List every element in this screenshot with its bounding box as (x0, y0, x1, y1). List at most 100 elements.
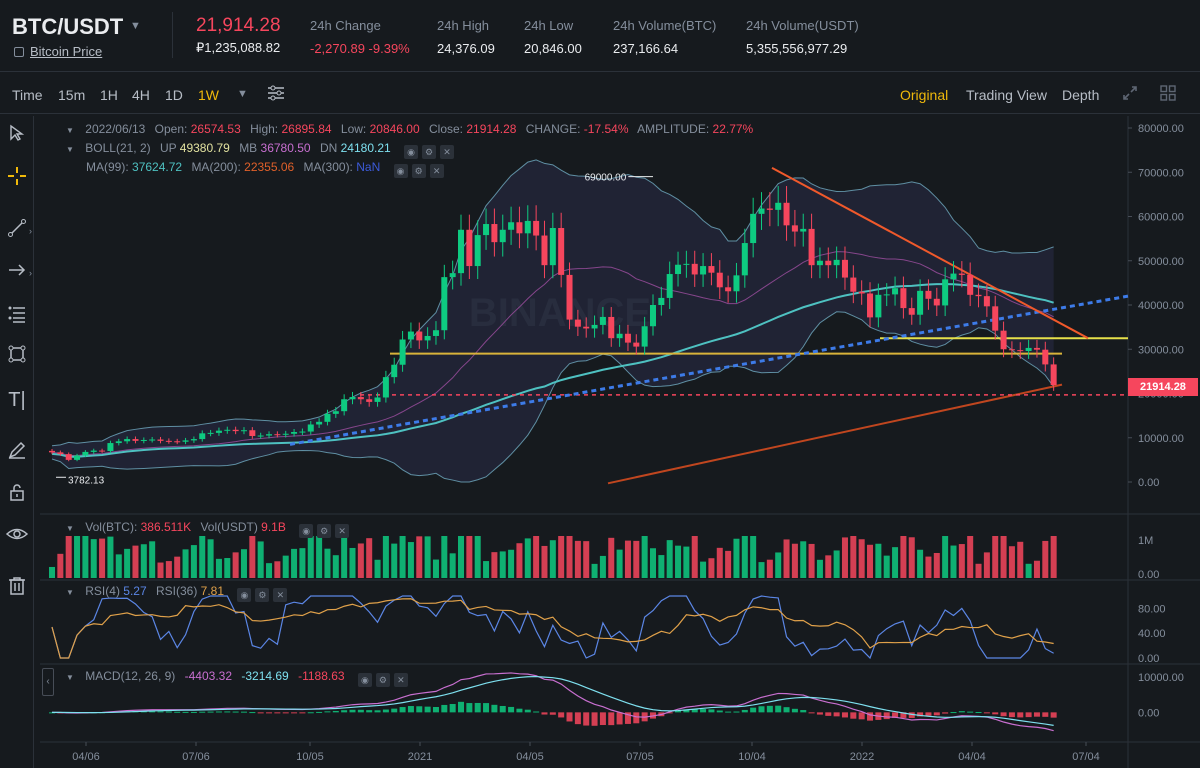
macd-histogram-bar (833, 712, 840, 717)
shape-tool-icon[interactable] (5, 344, 29, 368)
settings-gear-icon[interactable]: ⚙ (255, 588, 270, 602)
candle-body (983, 296, 990, 307)
macd-histogram-bar (349, 709, 356, 713)
volume-bar (516, 543, 523, 578)
macd-hist: -1188.63 (298, 669, 345, 683)
close-icon[interactable]: ✕ (393, 673, 408, 687)
candle-body (616, 333, 623, 339)
brush-tool-icon[interactable] (5, 440, 29, 464)
candle-body (399, 339, 406, 365)
hide-indicator-icon[interactable]: ◉ (393, 164, 408, 178)
legend-amplitude-label: AMPLITUDE: (637, 122, 710, 136)
tab-4h[interactable]: 4H (132, 87, 150, 103)
volume-bar (391, 543, 398, 578)
collapse-triangle-icon[interactable]: ▼ (66, 524, 74, 533)
kline-chart[interactable]: 80000.00 70000.00 60000.00 50000.00 40000.00… (40, 116, 1200, 768)
expand-arrow-icon[interactable]: › (29, 268, 32, 278)
close-icon[interactable]: ✕ (440, 145, 455, 159)
cursor-icon[interactable] (5, 124, 29, 148)
price-axis-label: 40000.00 (1138, 300, 1184, 312)
candle-body (942, 279, 949, 306)
pair-dropdown-icon[interactable]: ▼ (130, 20, 141, 32)
candle-body (933, 298, 940, 306)
collapse-triangle-icon[interactable]: ▼ (66, 588, 74, 597)
volume-bar (1033, 560, 1040, 578)
macd-histogram-bar (1025, 712, 1032, 718)
view-depth[interactable]: Depth (1062, 87, 1100, 103)
time-axis-label: 07/06 (182, 751, 210, 763)
volume-bar (132, 545, 139, 578)
macd-histogram-bar (741, 709, 748, 713)
candle-body (1050, 364, 1057, 386)
expand-arrow-icon[interactable]: › (29, 226, 32, 236)
fullscreen-icon[interactable] (1122, 85, 1138, 106)
candle-body (566, 274, 573, 320)
trendline-tool-icon[interactable] (5, 218, 29, 242)
boll-upper-line (51, 159, 1054, 447)
view-trading-view[interactable]: Trading View (966, 87, 1047, 103)
volume-bar (875, 543, 882, 578)
hide-indicator-icon[interactable]: ◉ (299, 524, 314, 538)
timeframe-dropdown-icon[interactable]: ▼ (237, 88, 248, 100)
candle-body (908, 308, 915, 315)
lock-icon[interactable] (5, 482, 29, 506)
candle-body (850, 277, 857, 292)
indicator-settings-icon[interactable] (267, 85, 285, 106)
coin-link-label: Bitcoin Price (30, 44, 103, 59)
candle-body (591, 324, 598, 329)
candle-body (633, 342, 640, 347)
tab-15m[interactable]: 15m (58, 87, 86, 103)
close-icon[interactable]: ✕ (335, 524, 350, 538)
tab-time[interactable]: Time (12, 87, 43, 103)
macd-histogram-bar (432, 707, 439, 713)
volume-bar (432, 559, 439, 578)
macd-histogram-bar (858, 712, 865, 720)
ray-tool-icon[interactable] (5, 260, 29, 284)
settings-gear-icon[interactable]: ⚙ (422, 145, 437, 159)
candle-body (900, 288, 907, 309)
macd-histogram-bar (666, 712, 673, 714)
candle-body (549, 228, 556, 266)
close-icon[interactable]: ✕ (273, 588, 288, 602)
settings-gear-icon[interactable]: ⚙ (375, 673, 390, 687)
volume-bar (491, 552, 498, 578)
collapse-triangle-icon[interactable]: ▼ (66, 126, 74, 135)
macd-signal-line (51, 675, 1054, 726)
tab-1h[interactable]: 1H (100, 87, 118, 103)
candle-body (658, 297, 665, 305)
trash-icon[interactable] (5, 576, 29, 600)
stat-label: 24h Change (310, 18, 381, 33)
collapse-panel-icon[interactable]: ‹ (42, 668, 54, 696)
settings-gear-icon[interactable]: ⚙ (411, 164, 426, 178)
macd-histogram-bar (967, 711, 974, 713)
collapse-triangle-icon[interactable]: ▼ (66, 673, 74, 682)
volume-bar (733, 538, 740, 578)
crosshair-icon[interactable] (5, 166, 29, 190)
volume-bar (958, 544, 965, 578)
text-tool-icon[interactable]: T| (8, 389, 26, 411)
hide-indicator-icon[interactable]: ◉ (357, 673, 372, 687)
eye-icon[interactable] (5, 524, 29, 548)
volume-legend: ▼ Vol(BTC): 386.511K Vol(USDT) 9.1B ◉ ⚙ ✕ (66, 520, 350, 538)
macd-histogram-bar (1042, 712, 1049, 717)
hide-indicator-icon[interactable]: ◉ (404, 145, 419, 159)
coin-info-link[interactable]: Bitcoin Price (14, 44, 102, 59)
macd-histogram-bar (324, 711, 331, 713)
collapse-triangle-icon[interactable]: ▼ (66, 145, 74, 154)
chart-canvas[interactable]: 80000.00 70000.00 60000.00 50000.00 40000.00… (40, 116, 1200, 768)
layout-grid-icon[interactable] (1160, 85, 1176, 106)
hide-indicator-icon[interactable]: ◉ (237, 588, 252, 602)
settings-gear-icon[interactable]: ⚙ (317, 524, 332, 538)
tab-1d[interactable]: 1D (165, 87, 183, 103)
view-original[interactable]: Original (900, 87, 949, 103)
fibonacci-tool-icon[interactable] (5, 304, 29, 328)
candle-body (816, 260, 823, 266)
volume-bar (566, 536, 573, 578)
candle-body (992, 306, 999, 331)
volume-bar (675, 545, 682, 578)
tab-1w[interactable]: 1W (198, 87, 219, 103)
pair-symbol[interactable]: BTC/USDT (12, 14, 124, 39)
candle-body (825, 260, 832, 266)
close-icon[interactable]: ✕ (429, 164, 444, 178)
price-axis-label: 50000.00 (1138, 256, 1184, 268)
